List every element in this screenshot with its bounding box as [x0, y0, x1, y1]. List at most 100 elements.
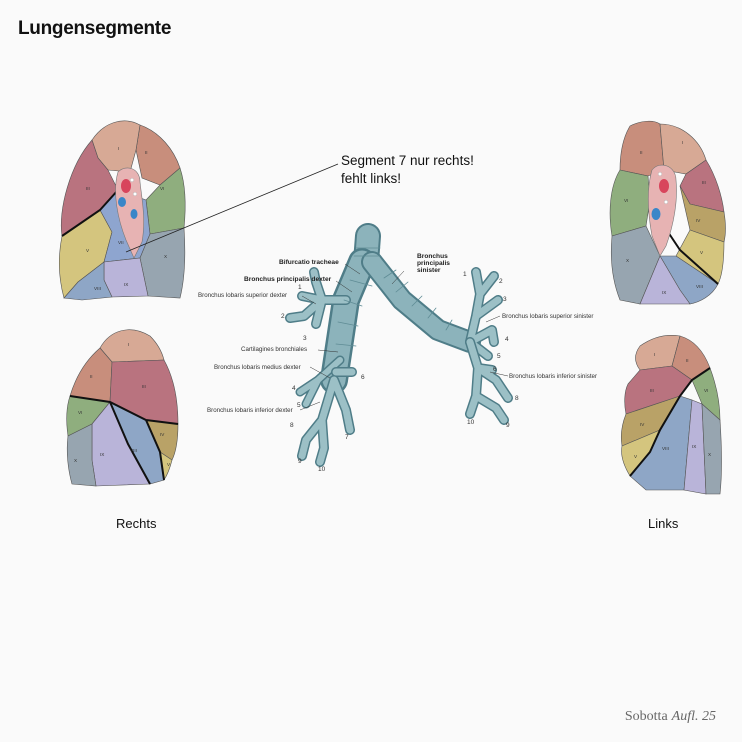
- publisher-name: Sobotta: [624, 709, 668, 724]
- roman-label: VI: [160, 186, 164, 191]
- label-bronchus-principalis-sinister-2: principalis: [417, 260, 450, 267]
- label-bronchus-lobaris-inferior-dexter: Bronchus lobaris inferior dexter: [207, 407, 293, 414]
- segment-iii-left-lateral: [624, 365, 693, 415]
- roman-label: X: [708, 452, 711, 457]
- roman-label: IX: [662, 290, 666, 295]
- segment-number-right: 7: [345, 434, 349, 441]
- bronchial-tree: [285, 223, 513, 467]
- roman-label: I: [654, 352, 655, 357]
- roman-label: II: [686, 358, 689, 363]
- roman-label: V: [700, 250, 704, 255]
- right-lung-medial-view: I II III VI V VII X IX VIII: [58, 120, 186, 301]
- segment-viii-right-medial: [63, 261, 113, 301]
- segment-number-right: 6: [361, 374, 365, 381]
- fissure-left-lateral: [629, 367, 711, 477]
- callout-pointer-line: [125, 163, 339, 253]
- roman-label: VI: [704, 388, 708, 393]
- callout-note: Segment 7 nur rechts! fehlt links!: [341, 152, 474, 188]
- segment-ix-right-medial: [103, 257, 149, 298]
- segment-number-right: 3: [303, 335, 307, 342]
- cartilage-rings: [335, 247, 453, 347]
- left-lung-lateral-view: I II III VI IV V VIII IX X: [620, 335, 722, 495]
- segment-number-left: 1: [463, 271, 467, 278]
- roman-label: II: [640, 150, 643, 155]
- segment-number-left: 10: [467, 419, 475, 426]
- segment-number-left: 3: [503, 296, 507, 303]
- segment-number-left: 8: [515, 395, 519, 402]
- segment-vi-left-medial: [609, 169, 651, 237]
- roman-label: I: [118, 146, 119, 151]
- roman-label: VIII: [662, 446, 669, 451]
- label-bronchus-lobaris-medius-dexter: Bronchus lobaris medius dexter: [214, 364, 301, 371]
- page-title: Lungensegmente: [18, 18, 172, 39]
- hilum-artery-right: [121, 179, 131, 193]
- segment-number-left: 4: [505, 336, 509, 343]
- roman-label: I: [682, 140, 683, 145]
- hilum-vein-right-2: [130, 209, 138, 219]
- roman-label: III: [142, 384, 146, 389]
- edition-label: Aufl. 25: [671, 709, 716, 724]
- footer-credit: Sobotta Aufl. 25: [625, 709, 716, 725]
- roman-label: V: [634, 454, 638, 459]
- segment-number-left: 5: [497, 353, 501, 360]
- hilum-vein-left: [651, 208, 661, 220]
- roman-label: IV: [696, 218, 701, 223]
- segment-number-right: 4: [292, 385, 296, 392]
- callout-line-2: fehlt links!: [341, 171, 402, 186]
- roman-label: IV: [160, 432, 165, 437]
- segment-x-left-lateral: [701, 403, 722, 495]
- roman-label: VI: [624, 198, 628, 203]
- hilum-left: [647, 164, 677, 257]
- label-bronchus-lobaris-inferior-sinister: Bronchus lobaris inferior sinister: [509, 373, 597, 380]
- roman-label: V: [167, 462, 171, 467]
- roman-label: X: [164, 254, 167, 259]
- segment-i-right-lateral: [99, 329, 165, 363]
- hilum-artery-left: [659, 179, 669, 193]
- segment-number-right: 1: [298, 284, 302, 291]
- label-rechts: Rechts: [116, 516, 157, 531]
- roman-label: X: [74, 458, 77, 463]
- roman-label: IX: [692, 444, 696, 449]
- segment-number-right: 9: [298, 458, 302, 465]
- roman-label: IX: [100, 452, 104, 457]
- segment-ix-left-medial: [639, 255, 691, 305]
- roman-label: V: [86, 248, 90, 253]
- roman-label: III: [650, 388, 654, 393]
- label-bronchus-principalis-sinister-1: Bronchus: [417, 253, 448, 260]
- roman-label: IX: [124, 282, 128, 287]
- label-bifurcatio-tracheae: Bifurcatio tracheae: [279, 259, 339, 266]
- label-cartilagines-bronchiales: Cartilagines bronchiales: [241, 346, 307, 353]
- fissures-right-lateral: [69, 395, 179, 485]
- segment-number-right: 8: [290, 422, 294, 429]
- roman-label: III: [702, 180, 706, 185]
- segment-number-right: 5: [297, 402, 301, 409]
- segment-number-left: 9: [506, 422, 510, 429]
- segment-number-left: 2: [499, 278, 503, 285]
- roman-label: VIII: [94, 286, 101, 291]
- roman-label: IV: [640, 422, 645, 427]
- roman-label: I: [128, 342, 129, 347]
- label-bronchus-lobaris-superior-dexter: Bronchus lobaris superior dexter: [198, 292, 287, 299]
- label-bronchus-principalis-sinister-3: sinister: [417, 267, 441, 274]
- roman-label: X: [626, 258, 629, 263]
- segment-x-right-medial: [139, 227, 186, 299]
- leader-lines: [299, 263, 509, 411]
- roman-label: VIII: [696, 284, 703, 289]
- roman-label: VIII: [130, 448, 137, 453]
- segment-x-right-lateral: [66, 423, 97, 487]
- roman-label: III: [86, 186, 90, 191]
- segment-number-right: 2: [281, 313, 285, 320]
- right-lung-lateral-view: I II III VI IV V VIII IX X: [66, 329, 179, 487]
- left-lung-medial-view: II I III VI IV V X VIII IX: [609, 120, 726, 305]
- segment-number-left: 6: [493, 366, 497, 373]
- label-links: Links: [648, 516, 679, 531]
- fissure-right-medial: [61, 189, 119, 237]
- hilum-vein-right-1: [118, 197, 126, 207]
- roman-label: II: [90, 374, 93, 379]
- segment-number-right: 10: [318, 466, 326, 473]
- roman-label: II: [145, 150, 148, 155]
- roman-label: VII: [118, 240, 124, 245]
- segment-ii-right-medial: [135, 124, 181, 186]
- callout-line-1: Segment 7 nur rechts!: [341, 153, 474, 168]
